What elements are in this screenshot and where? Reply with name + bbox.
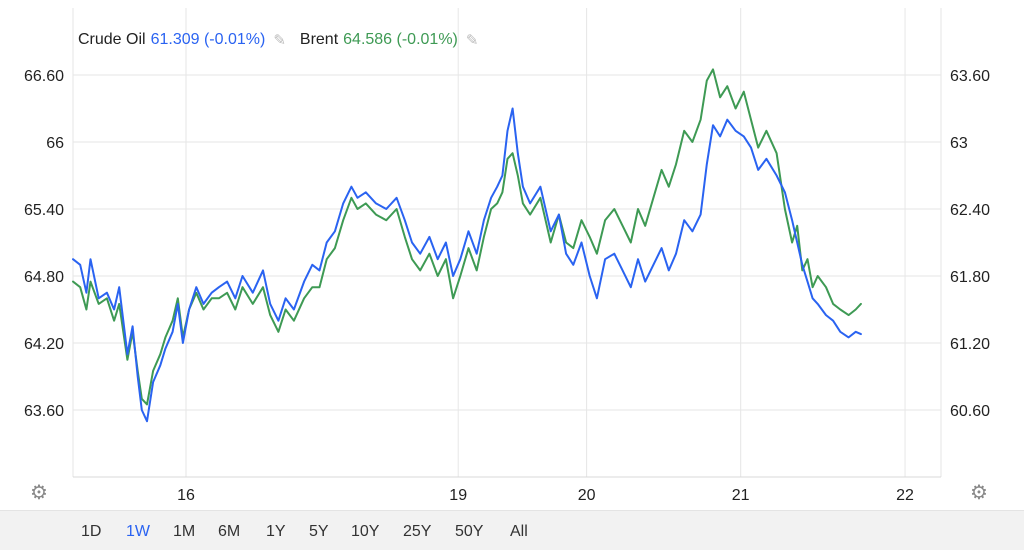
y-tick-right: 61.80	[950, 269, 990, 286]
y-tick-right: 60.60	[950, 403, 990, 420]
pencil-icon[interactable]: ✎	[273, 32, 286, 49]
gear-icon[interactable]: ⚙	[30, 482, 48, 504]
y-tick-left: 63.60	[24, 403, 64, 420]
x-tick-label: 19	[449, 487, 467, 504]
legend-crude-value: 61.309 (-0.01%)	[150, 31, 266, 48]
y-tick-left: 64.20	[24, 336, 64, 353]
range-1m-button[interactable]: 1M	[173, 523, 196, 540]
chart-legend: Crude Oil 61.309 (-0.01%) ✎ Brent 64.586…	[78, 31, 492, 49]
range-6m-button[interactable]: 6M	[218, 523, 241, 540]
y-tick-left: 66.60	[24, 68, 64, 85]
x-tick-label: 21	[732, 487, 750, 504]
legend-brent-name: Brent	[299, 31, 339, 48]
gear-icon[interactable]: ⚙	[970, 482, 988, 504]
x-tick-label: 20	[578, 487, 596, 504]
y-tick-left: 64.80	[24, 269, 64, 286]
legend-brent-value: 64.586 (-0.01%)	[343, 31, 458, 48]
grid-lines	[72, 8, 942, 478]
range-selector: 1D 1W 1M 6M 1Y 5Y 10Y 25Y 50Y All	[0, 510, 1024, 550]
axes: 66.60 63.60 66 63 65.40 62.40 64.80 61.80 64.20 6…	[24, 68, 990, 504]
y-tick-left: 65.40	[24, 202, 64, 219]
legend-crude-name: Crude Oil	[78, 31, 146, 48]
range-5y-button[interactable]: 5Y	[309, 523, 329, 540]
price-chart: 66.60 63.60 66 63 65.40 62.40 64.80 61.80 64.20 6…	[24, 8, 990, 504]
range-all-button[interactable]: All	[510, 523, 528, 540]
range-1w-button[interactable]: 1W	[126, 523, 150, 540]
range-1y-button[interactable]: 1Y	[266, 523, 286, 540]
pencil-icon[interactable]: ✎	[465, 32, 479, 49]
range-25y-button[interactable]: 25Y	[403, 523, 432, 540]
series-lines	[72, 68, 862, 423]
crude-oil-line	[72, 107, 862, 423]
y-tick-left: 66	[46, 135, 64, 152]
y-tick-right: 62.40	[950, 202, 990, 219]
x-tick-label: 22	[896, 487, 914, 504]
range-1d-button[interactable]: 1D	[81, 523, 102, 540]
range-10y-button[interactable]: 10Y	[351, 523, 380, 540]
y-tick-right: 63.60	[950, 68, 990, 85]
y-tick-right: 61.20	[950, 336, 990, 353]
x-tick-label: 16	[177, 487, 195, 504]
range-50y-button[interactable]: 50Y	[455, 523, 484, 540]
y-tick-right: 63	[950, 135, 968, 152]
